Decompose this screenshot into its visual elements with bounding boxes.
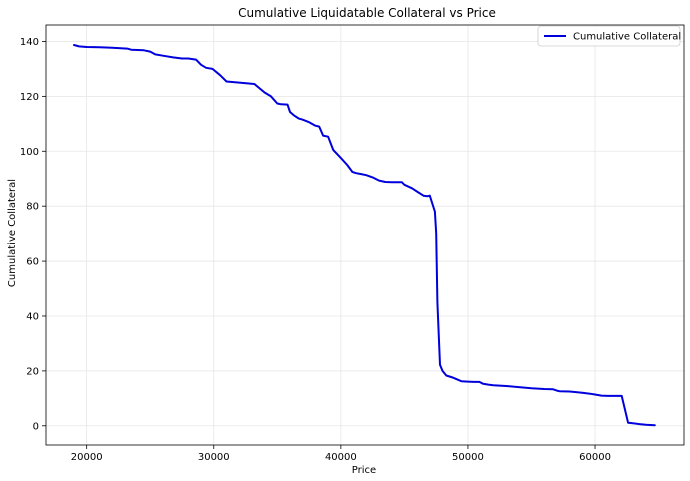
x-tick-label: 40000 — [325, 452, 357, 463]
x-tick-label: 20000 — [71, 452, 103, 463]
series-line — [73, 44, 656, 427]
legend: Cumulative Collateral — [537, 25, 681, 47]
x-tick-label: 30000 — [198, 452, 230, 463]
y-tick-label: 140 — [20, 37, 39, 48]
y-tick-label: 60 — [26, 257, 39, 268]
y-tick-label: 20 — [26, 366, 39, 377]
y-tick-label: 40 — [26, 311, 39, 322]
x-tick-label: 50000 — [452, 452, 484, 463]
y-tick-label: 80 — [26, 202, 39, 213]
y-tick-label: 0 — [33, 421, 39, 432]
legend-box — [537, 25, 681, 47]
y-axis-title: Cumulative Collateral — [7, 179, 18, 287]
x-axis-title: Price — [352, 465, 376, 476]
chart-title: Cumulative Liquidatable Collateral vs Pr… — [238, 6, 496, 20]
plot-frame — [45, 24, 685, 446]
x-axis-ticks: 20000 30000 40000 50000 60000 — [71, 445, 611, 463]
x-tick-label: 60000 — [579, 452, 611, 463]
y-tick-label: 100 — [20, 147, 39, 158]
y-axis-ticks: 0 20 40 60 80 100 120 140 — [20, 37, 46, 432]
y-tick-label: 120 — [20, 92, 39, 103]
legend-label: Cumulative Collateral — [573, 32, 681, 43]
data-layer — [73, 44, 656, 427]
